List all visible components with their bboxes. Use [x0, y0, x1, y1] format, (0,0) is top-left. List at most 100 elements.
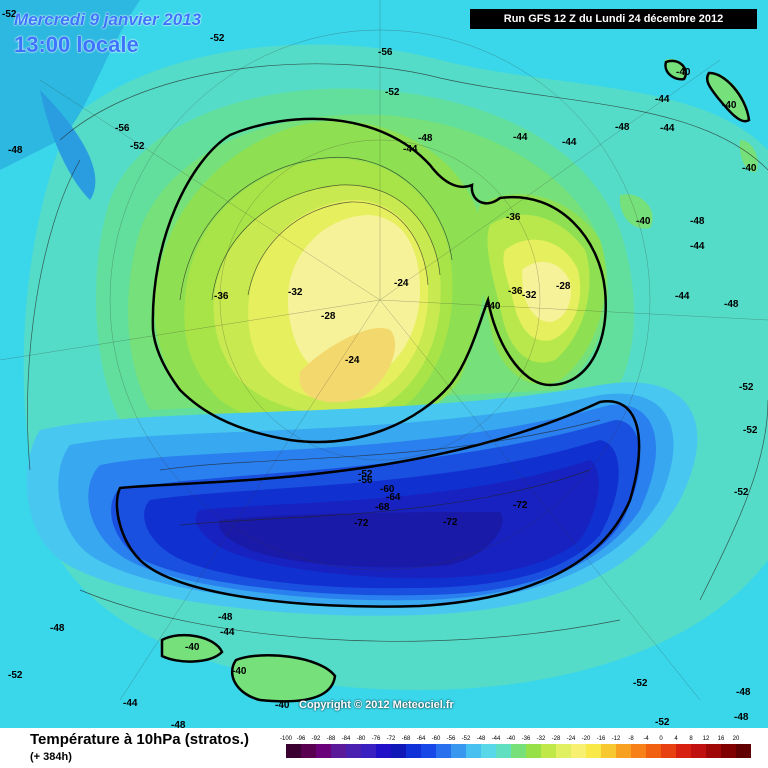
legend-tick-label: -16	[597, 736, 606, 742]
contour-label: -52	[210, 33, 225, 44]
legend-swatch	[556, 744, 571, 758]
contour-label: -52	[743, 425, 758, 436]
legend-tick-label: -76	[372, 736, 381, 742]
legend-tick-label: 8	[689, 736, 693, 742]
legend-tick-label: -100	[280, 736, 293, 742]
contour-label: -40	[275, 700, 290, 711]
legend-tick-label: 4	[674, 736, 678, 742]
contour-label: -52	[655, 717, 670, 728]
legend-tick-label: -92	[312, 736, 321, 742]
contour-label: -48	[418, 133, 433, 144]
variable-title: Température à 10hPa (stratos.)	[30, 731, 249, 748]
legend-swatch	[541, 744, 556, 758]
contour-label: -72	[513, 500, 528, 511]
contour-label: -44	[655, 94, 670, 105]
legend-tick-label: -36	[522, 736, 531, 742]
legend-swatch	[646, 744, 661, 758]
legend-tick-label: 0	[659, 736, 663, 742]
legend-swatch	[706, 744, 721, 758]
contour-label: -48	[734, 712, 749, 723]
legend-swatch	[451, 744, 466, 758]
contour-label: -48	[218, 612, 233, 623]
contour-label: -44	[675, 291, 690, 302]
legend-swatch	[661, 744, 676, 758]
contour-label: -48	[615, 122, 630, 133]
legend-swatch	[436, 744, 451, 758]
legend-swatch	[691, 744, 706, 758]
legend-swatch	[376, 744, 391, 758]
contour-label: -48	[690, 216, 705, 227]
contour-label: -52	[130, 141, 145, 152]
contour-label: -48	[50, 623, 65, 634]
legend-swatch	[496, 744, 511, 758]
legend-swatch	[406, 744, 421, 758]
legend-tick-label: -4	[643, 736, 649, 742]
legend-tick-label: -84	[342, 736, 351, 742]
contour-label: -44	[403, 144, 418, 155]
legend-tick-label: -56	[447, 736, 456, 742]
legend-swatch	[526, 744, 541, 758]
contour-label: -28	[556, 281, 571, 292]
legend-swatch	[346, 744, 361, 758]
legend-swatch	[676, 744, 691, 758]
contour-label: -52	[739, 382, 754, 393]
legend-tick-label: 20	[733, 736, 740, 742]
contour-label: -40	[722, 100, 737, 111]
contour-label: -72	[443, 517, 458, 528]
legend-tick-label: -24	[567, 736, 576, 742]
legend-tick-label: 12	[703, 736, 710, 742]
legend-tick-label: 16	[718, 736, 725, 742]
contour-label: -40	[636, 216, 651, 227]
contour-label: -44	[123, 698, 138, 709]
legend-swatch	[616, 744, 631, 758]
legend-tick-label: -64	[417, 736, 426, 742]
contour-label: -48	[8, 145, 23, 156]
contour-label: -44	[220, 627, 235, 638]
footer-bar: Température à 10hPa (stratos.) (+ 384h) …	[0, 728, 768, 768]
legend-swatch	[391, 744, 406, 758]
copyright: Copyright © 2012 Meteociel.fr	[299, 699, 454, 711]
contour-label: -52	[358, 469, 373, 480]
legend-swatch	[601, 744, 616, 758]
contour-label: -32	[522, 290, 537, 301]
contour-label: -72	[354, 518, 369, 529]
contour-label: -24	[345, 355, 360, 366]
contour-label: -24	[394, 278, 409, 289]
contour-label: -64	[386, 492, 401, 503]
legend-tick-label: -68	[402, 736, 411, 742]
contour-label: -48	[171, 720, 186, 728]
contour-label: -40	[185, 642, 200, 653]
legend-tick-label: -44	[492, 736, 501, 742]
forecast-time: 13:00 locale	[14, 32, 139, 57]
contour-label: -48	[724, 299, 739, 310]
contour-label: -56	[358, 475, 373, 486]
color-legend: -100 -96 -92 -8 8 -84 -80 -76 -72 -68 -64 -60 -56 -52…	[280, 736, 751, 758]
legend-tick-label: -96	[297, 736, 306, 742]
contour-label: -44	[660, 123, 675, 134]
legend-tick-label: -32	[537, 736, 546, 742]
legend-swatch	[586, 744, 601, 758]
legend-tick-label: -52	[462, 736, 471, 742]
legend-tick-label: -40	[507, 736, 516, 742]
contour-label: -60	[380, 484, 395, 495]
lead-time: (+ 384h)	[30, 751, 72, 763]
legend-swatch	[481, 744, 496, 758]
legend-tick-label: -8	[628, 736, 634, 742]
legend-tick-label: -72	[387, 736, 396, 742]
legend-swatch	[316, 744, 331, 758]
legend-tick-label: -12	[612, 736, 621, 742]
legend-swatch	[571, 744, 586, 758]
legend-tick-label: -80	[357, 736, 366, 742]
temperature-map: -52-52-56-52-56-52-48-48-44-44 -44-48-40-…	[0, 0, 768, 728]
legend-swatch	[511, 744, 526, 758]
legend-tick-label: -48	[477, 736, 486, 742]
contour-label: -56	[378, 47, 393, 58]
contour-label: -52	[2, 9, 17, 20]
legend-swatch	[631, 744, 646, 758]
contour-label: -40	[742, 163, 757, 174]
legend-swatch	[286, 744, 301, 758]
contour-label: -52	[8, 670, 23, 681]
legend-tick-label: -60	[432, 736, 441, 742]
legend-swatch	[421, 744, 436, 758]
contour-label: -44	[513, 132, 528, 143]
